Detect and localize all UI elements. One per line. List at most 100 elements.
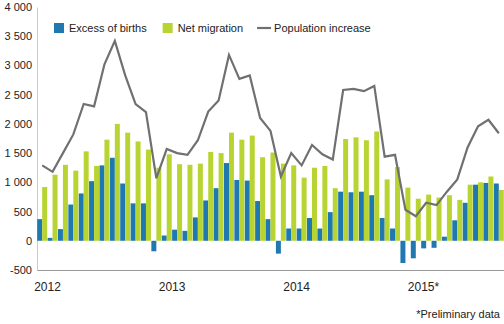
bar: [488, 176, 493, 240]
bar: [177, 164, 182, 241]
y-tick-label: 2 000: [4, 118, 32, 130]
bar: [156, 168, 161, 241]
bar: [136, 141, 141, 240]
bar: [463, 203, 468, 241]
bar: [374, 131, 379, 240]
plot-area: -500 0 500 1 000 1 500 2 000 2 500 3 000 3 500 4 …: [4, 1, 504, 294]
bar: [146, 150, 151, 241]
bar: [224, 163, 229, 241]
bar: [239, 140, 244, 241]
y-tick: 2 000: [4, 118, 37, 130]
bar: [141, 203, 146, 240]
bar: [167, 154, 172, 240]
bar: [250, 136, 255, 241]
bar: [291, 165, 296, 240]
x-tick-label: 2015*: [408, 280, 440, 294]
chart-container: -500 0 500 1 000 1 500 2 000 2 500 3 000 3 500 4 …: [0, 0, 504, 324]
bar: [187, 165, 192, 241]
bar: [307, 218, 312, 241]
bar: [405, 188, 410, 241]
legend: Excess of birthsNet migrationPopulation …: [54, 22, 371, 34]
bar: [58, 229, 63, 241]
legend-label: Net migration: [178, 22, 243, 34]
y-tick-label: 500: [14, 206, 32, 218]
bar: [354, 137, 359, 240]
bar: [73, 171, 78, 241]
y-tick: 4 000: [4, 1, 37, 13]
bar: [483, 183, 488, 241]
y-axis: -500 0 500 1 000 1 500 2 000 2 500 3 000 3 500 4 …: [4, 1, 37, 276]
x-tick: 2013: [159, 270, 186, 294]
bar: [104, 140, 109, 241]
legend-label: Population increase: [274, 22, 371, 34]
bar: [426, 195, 431, 241]
chart-svg: -500 0 500 1 000 1 500 2 000 2 500 3 000 3 500 4 …: [0, 0, 504, 324]
bar: [266, 219, 271, 241]
legend-swatch: [54, 23, 64, 33]
x-tick: 2012: [34, 270, 61, 294]
bar: [182, 231, 187, 241]
y-tick-label: -500: [10, 264, 32, 276]
bar: [286, 229, 291, 241]
bar: [198, 164, 203, 241]
y-tick-label: 4 000: [4, 1, 32, 13]
x-tick: 2015*: [408, 270, 440, 294]
legend-item: Net migration: [163, 22, 243, 34]
bar: [115, 124, 120, 241]
y-tick: 500: [14, 206, 37, 218]
bar: [120, 184, 125, 241]
y-tick-label: 0: [26, 235, 32, 247]
y-tick-label: 1 500: [4, 147, 32, 159]
bar: [203, 200, 208, 240]
bar: [343, 139, 348, 241]
bar: [457, 200, 462, 241]
y-tick: 1 500: [4, 147, 37, 159]
bar: [364, 140, 369, 241]
bar: [385, 179, 390, 240]
bar: [349, 192, 354, 241]
bar: [214, 188, 219, 241]
bar: [219, 153, 224, 241]
bar: [63, 165, 68, 241]
bar: [89, 181, 94, 241]
bar: [416, 199, 421, 241]
y-tick: 2 500: [4, 89, 37, 101]
bar: [79, 193, 84, 240]
bar: [442, 237, 447, 241]
bar: [131, 203, 136, 240]
bar: [473, 185, 478, 241]
legend-swatch: [257, 27, 271, 29]
bar: [276, 241, 281, 254]
bar: [94, 166, 99, 241]
bar: [99, 165, 104, 240]
bar: [400, 241, 405, 263]
bar: [297, 229, 302, 241]
line: [42, 41, 499, 216]
bar: [48, 238, 53, 241]
y-tick: -500: [10, 264, 37, 276]
marks: [37, 41, 504, 263]
annotation: *Preliminary data: [416, 308, 501, 320]
y-tick-label: 3 500: [4, 30, 32, 42]
bar: [162, 236, 167, 241]
bar: [333, 188, 338, 241]
y-tick: 3 000: [4, 59, 37, 71]
bar: [68, 205, 73, 241]
bar: [208, 152, 213, 241]
bar: [317, 229, 322, 241]
bar: [271, 153, 276, 241]
bar: [110, 158, 115, 241]
bar: [312, 168, 317, 241]
y-tick-label: 2 500: [4, 89, 32, 101]
x-tick-label: 2012: [34, 280, 61, 294]
bar: [172, 230, 177, 241]
bar: [322, 166, 327, 241]
bar: [494, 184, 499, 241]
bar: [42, 187, 47, 241]
bar: [151, 241, 156, 252]
y-tick: 1 000: [4, 176, 37, 188]
bar: [447, 195, 452, 241]
y-tick: 0: [26, 235, 37, 247]
bar: [478, 182, 483, 240]
bar: [338, 192, 343, 241]
